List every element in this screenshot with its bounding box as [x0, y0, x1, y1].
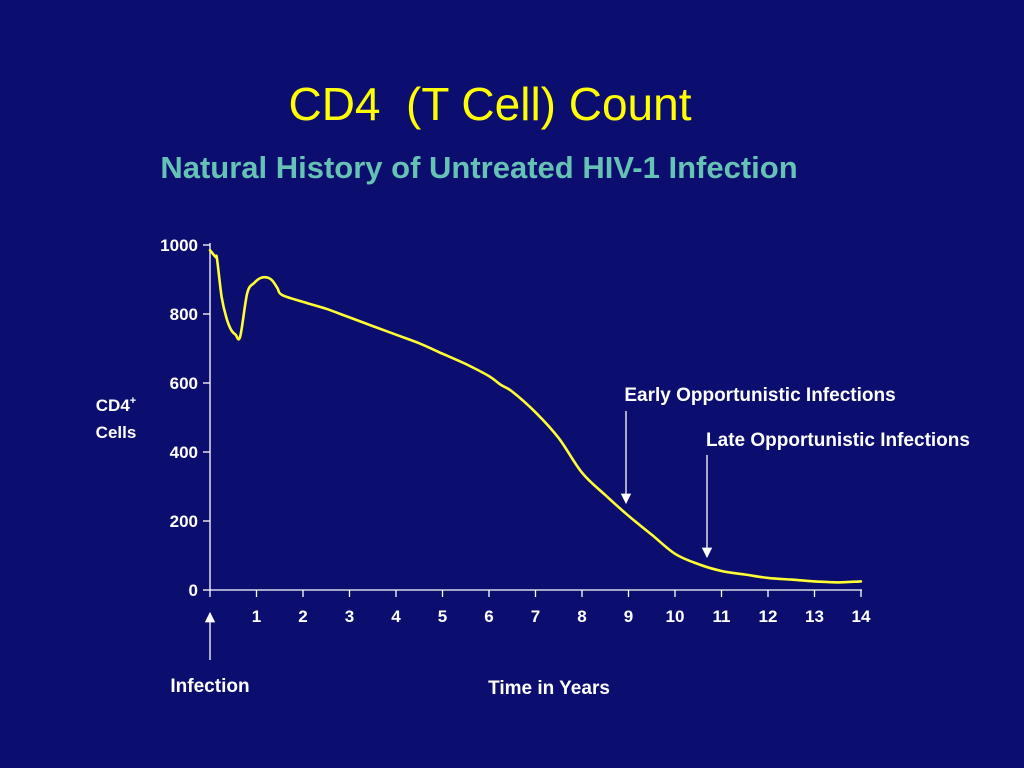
- y-tick-label: 800: [170, 305, 198, 324]
- x-tick-label: 6: [484, 607, 493, 626]
- x-tick-label: 10: [666, 607, 685, 626]
- annotation-infection: Infection: [170, 676, 249, 697]
- annotation-early-oi: Early Opportunistic Infections: [624, 385, 895, 406]
- axes: [209, 243, 862, 591]
- y-tick-label: 600: [170, 374, 198, 393]
- y-axis-label-cells: Cells: [96, 423, 137, 442]
- x-tick-label: 8: [577, 607, 586, 626]
- x-tick-label: 4: [391, 607, 401, 626]
- x-tick-label: 11: [713, 607, 731, 626]
- y-axis-label-cd4: CD4: [96, 396, 131, 415]
- cd4-line-series: [208, 248, 863, 584]
- x-tick-label: 5: [438, 607, 447, 626]
- x-tick-label: 7: [531, 607, 540, 626]
- x-tick-label: 13: [805, 607, 824, 626]
- slide-title: CD4 (T Cell) Count: [288, 78, 692, 130]
- y-axis-label: CD4+: [96, 395, 136, 415]
- x-tick-label: 1: [252, 607, 261, 626]
- x-axis-label: Time in Years: [488, 678, 610, 699]
- x-tick-label: 2: [298, 607, 307, 626]
- y-axis-label-superscript: +: [130, 395, 136, 407]
- y-tick-label: 1000: [160, 236, 198, 255]
- y-tick-label: 0: [189, 581, 198, 600]
- y-tick-label: 400: [170, 443, 198, 462]
- x-tick-label: 9: [624, 607, 633, 626]
- x-tick-label: 3: [345, 607, 354, 626]
- y-tick-label: 200: [170, 512, 198, 531]
- annotation-late-oi: Late Opportunistic Infections: [706, 430, 970, 451]
- slide-subtitle: Natural History of Untreated HIV-1 Infec…: [160, 150, 798, 185]
- x-tick-label: 14: [852, 607, 871, 626]
- x-tick-label: 12: [759, 607, 778, 626]
